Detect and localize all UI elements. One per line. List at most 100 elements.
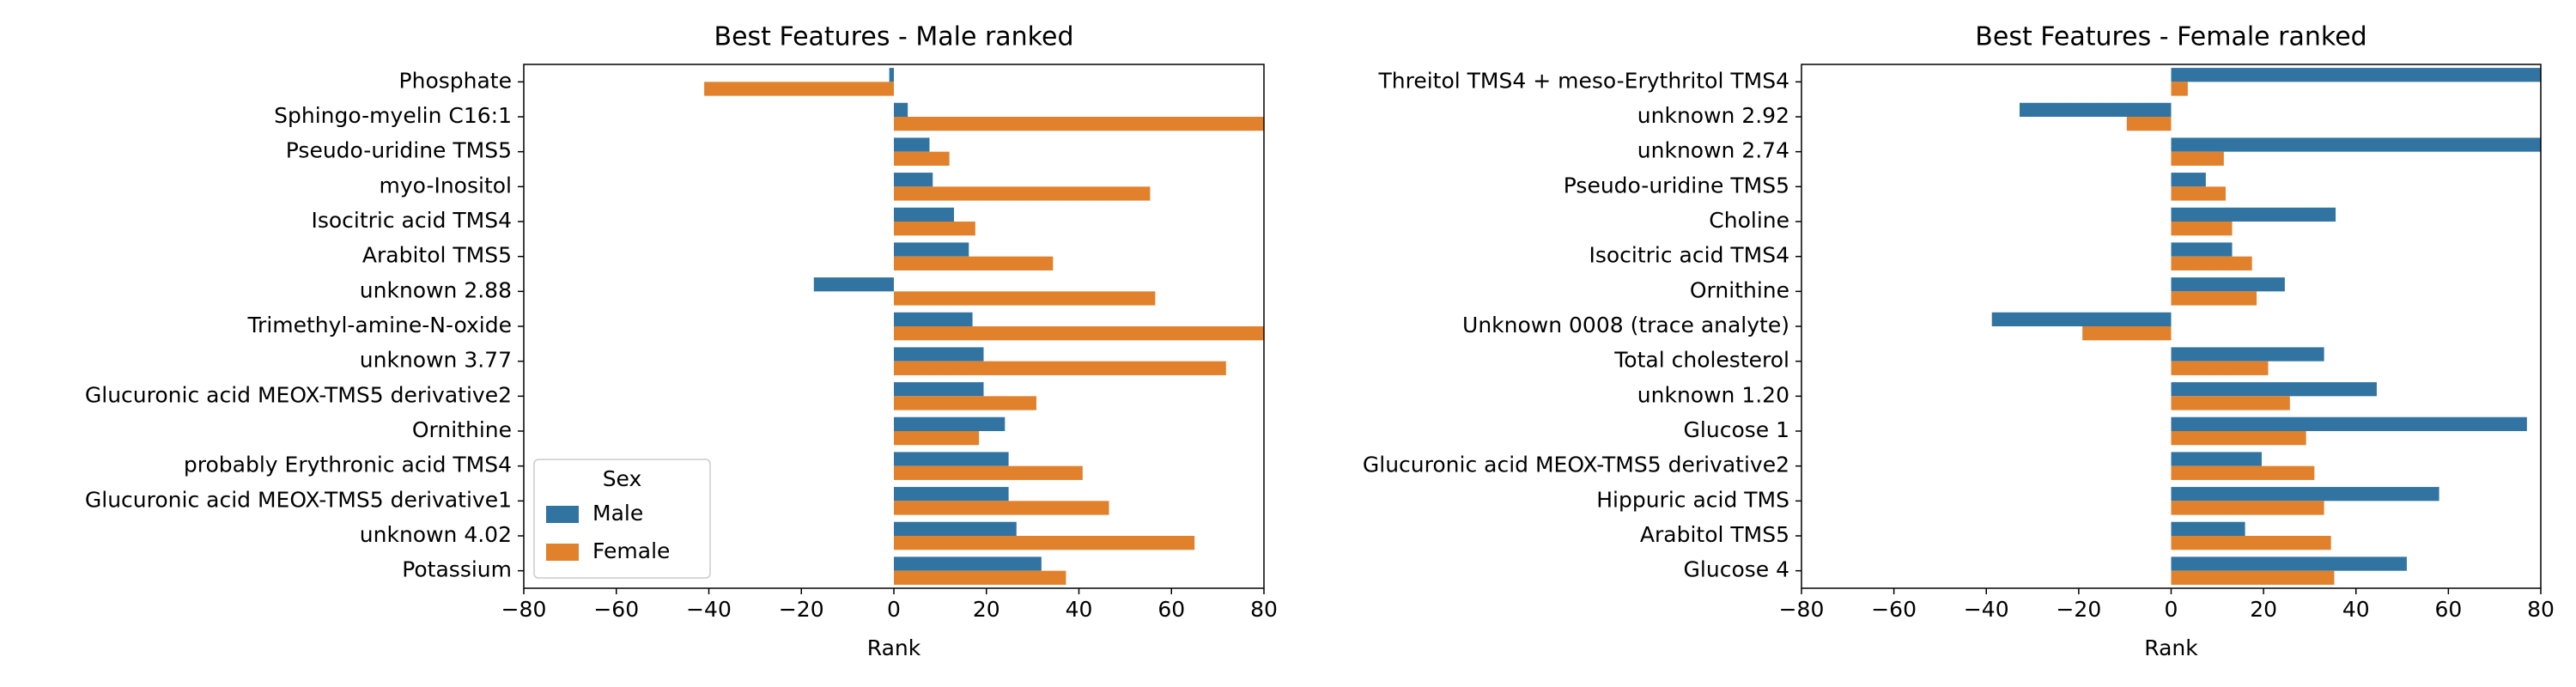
bar xyxy=(2171,465,2315,480)
bar xyxy=(2171,396,2290,410)
y-tick-label: Trimethyl-amine-N-oxide xyxy=(246,313,512,337)
bar xyxy=(894,173,933,187)
y-tick-label: Arabitol TMS5 xyxy=(362,243,512,268)
y-tick-label: Hippuric acid TMS xyxy=(1596,487,1789,512)
bar xyxy=(2126,117,2172,131)
bar xyxy=(894,222,975,236)
x-tick-label: 60 xyxy=(1157,597,1185,622)
y-tick-label: Phosphate xyxy=(399,68,512,93)
bar xyxy=(2171,556,2407,571)
bar xyxy=(894,431,980,446)
x-tick-label: 20 xyxy=(2250,597,2277,622)
bar xyxy=(2171,501,2324,515)
y-tick-label: Unknown 0008 (trace analyte) xyxy=(1462,313,1789,337)
y-tick-label: unknown 2.74 xyxy=(1637,138,1789,163)
bar xyxy=(894,151,950,166)
y-tick-label: probably Erythronic acid TMS4 xyxy=(184,453,512,477)
bar xyxy=(894,242,969,257)
bar xyxy=(704,82,894,96)
bar xyxy=(2171,242,2233,257)
y-tick-label: Glucuronic acid MEOX-TMS5 derivative2 xyxy=(85,382,512,407)
x-tick-label: 60 xyxy=(2434,597,2462,622)
bar xyxy=(894,556,1042,571)
y-tick-label: myo-Inositol xyxy=(380,173,512,198)
bar xyxy=(894,291,1156,306)
bar xyxy=(894,521,1017,536)
bar xyxy=(2171,570,2335,585)
bar xyxy=(2171,186,2226,201)
legend-label: Male xyxy=(592,501,643,526)
y-tick-label: Pseudo-uridine TMS5 xyxy=(1564,173,1789,198)
y-tick-label: Pseudo-uridine TMS5 xyxy=(286,138,512,163)
x-tick-label: 80 xyxy=(1250,597,1278,622)
x-tick-label: −60 xyxy=(1871,597,1917,622)
x-tick-label: 40 xyxy=(2342,597,2370,622)
bar xyxy=(894,347,984,362)
bar xyxy=(2171,68,2541,82)
x-axis-label: Rank xyxy=(2144,635,2198,660)
legend-swatch xyxy=(546,544,579,561)
bar xyxy=(894,570,1066,585)
y-tick-label: Isocitric acid TMS4 xyxy=(311,208,512,233)
axes-frame xyxy=(523,64,1265,589)
bar xyxy=(2171,431,2306,446)
bar xyxy=(2171,82,2188,96)
bar xyxy=(1991,312,2172,326)
x-tick-label: 0 xyxy=(887,597,901,622)
bars xyxy=(704,68,1264,585)
x-tick-label: −20 xyxy=(779,597,824,622)
bar xyxy=(813,277,894,292)
chart: Best Features - Female ranked Rank Threito… xyxy=(1363,22,2555,661)
y-tick-label: Glucose 1 xyxy=(1684,417,1789,442)
y-tick-label: Threitol TMS4 + meso-Erythritol TMS4 xyxy=(1377,68,1789,93)
bar xyxy=(2082,326,2172,341)
bar xyxy=(2171,173,2206,187)
legend-label: Female xyxy=(592,538,670,563)
bar xyxy=(894,361,1226,375)
chart-title: Best Features - Male ranked xyxy=(714,22,1074,52)
bar xyxy=(894,326,1264,341)
bar xyxy=(2171,536,2331,550)
y-tick-label: Choline xyxy=(1709,208,1789,233)
bar xyxy=(2171,256,2252,271)
bar xyxy=(894,452,1009,466)
x-tick-label: 20 xyxy=(973,597,1000,622)
y-tick-label: Glucuronic acid MEOX-TMS5 derivative2 xyxy=(1363,453,1789,477)
bar xyxy=(894,137,930,152)
bar xyxy=(2171,521,2245,536)
bar xyxy=(894,312,973,326)
bar xyxy=(2171,347,2324,362)
y-tick-label: unknown 4.02 xyxy=(360,522,512,547)
bar xyxy=(2171,382,2377,397)
x-tick-label: 0 xyxy=(2165,597,2178,622)
bar xyxy=(894,117,1264,131)
y-tick-label: Isocitric acid TMS4 xyxy=(1589,243,1789,268)
y-tick-label: Ornithine xyxy=(412,417,512,442)
bar xyxy=(894,256,1054,271)
bar xyxy=(2171,291,2257,306)
bar xyxy=(2171,487,2439,502)
bars xyxy=(1991,68,2541,585)
bar xyxy=(894,487,1009,502)
chart-title: Best Features - Female ranked xyxy=(1975,22,2366,52)
y-tick-label: unknown 2.88 xyxy=(360,277,512,302)
bar xyxy=(2171,452,2262,466)
x-tick-label: −40 xyxy=(686,597,732,622)
bar xyxy=(894,465,1083,480)
x-axis-label: Rank xyxy=(867,635,921,660)
y-tick-label: Glucuronic acid MEOX-TMS5 derivative1 xyxy=(85,487,512,512)
bar xyxy=(2171,151,2224,166)
bar xyxy=(2171,207,2336,222)
bar xyxy=(2171,137,2541,152)
bar xyxy=(2171,222,2233,236)
x-tick-label: 40 xyxy=(1066,597,1093,622)
bar xyxy=(894,501,1109,515)
bar xyxy=(894,207,955,222)
y-tick-label: Arabitol TMS5 xyxy=(1640,522,1789,547)
chart: Best Features - Male ranked Rank Phosphate… xyxy=(85,22,1278,661)
y-tick-label: Potassium xyxy=(402,557,512,582)
bar xyxy=(894,102,908,117)
legend-swatch xyxy=(546,506,579,523)
y-tick-label: unknown 2.92 xyxy=(1637,103,1789,128)
